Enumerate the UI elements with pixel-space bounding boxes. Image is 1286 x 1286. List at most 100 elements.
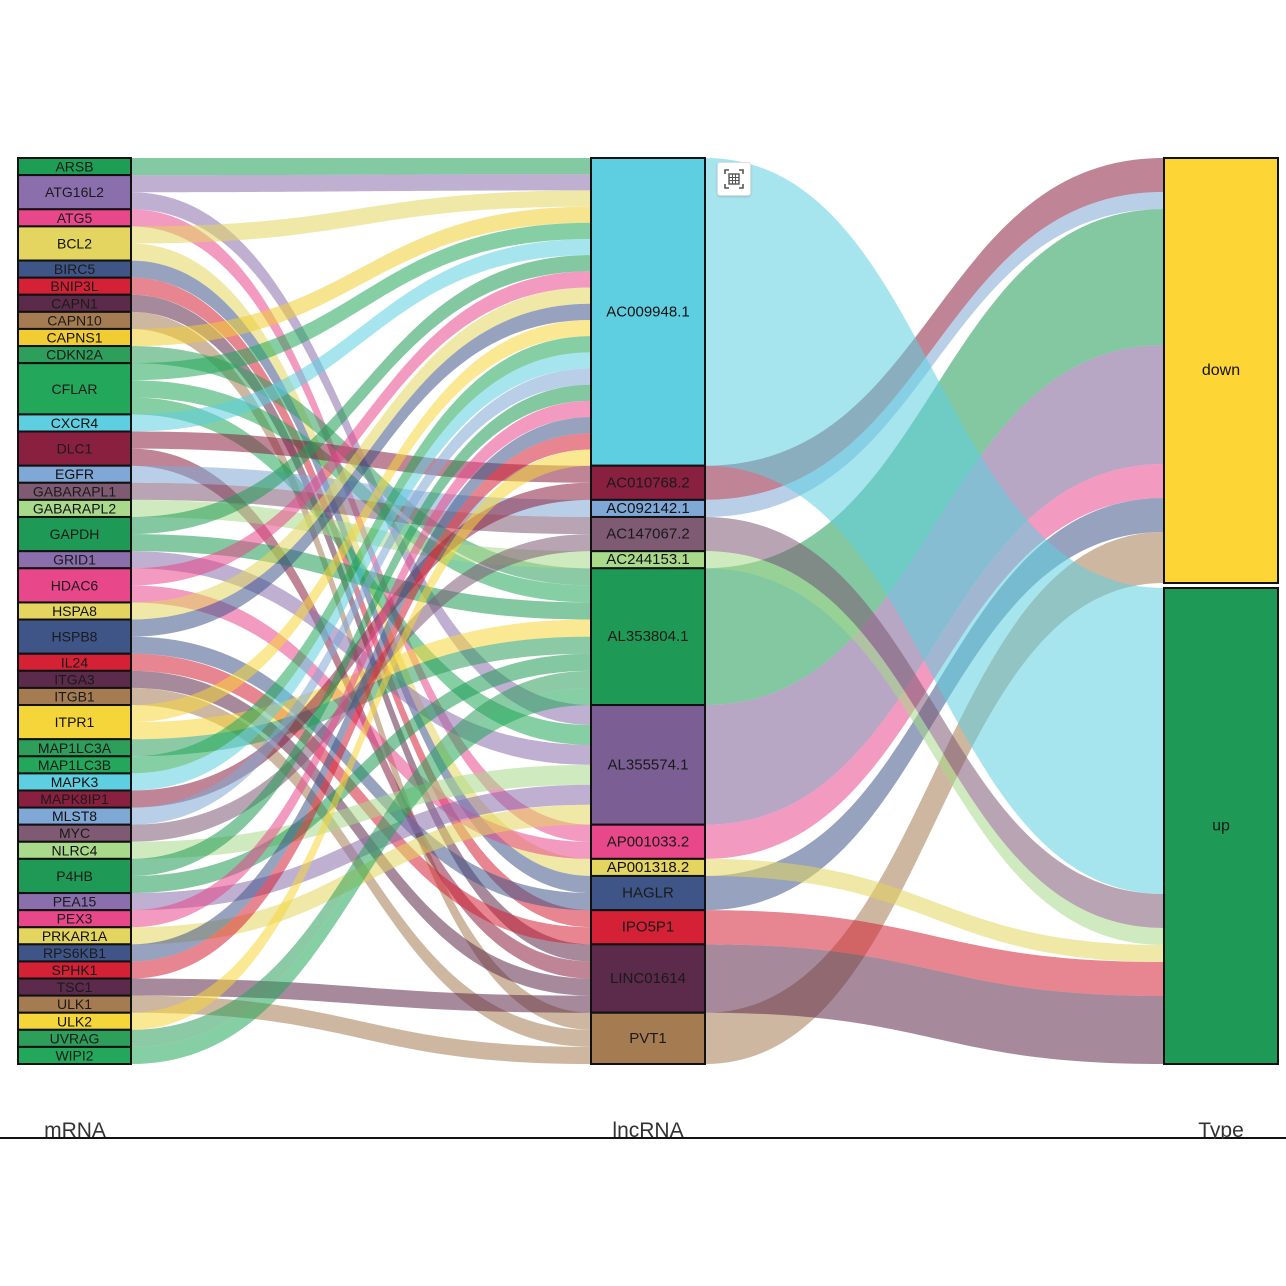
- node-box-ITPR1: [17, 704, 132, 741]
- node-label-AL355574.1: AL355574.1: [608, 756, 689, 773]
- node-GAPDH: GAPDH: [17, 515, 132, 553]
- node-ATG16L2: ATG16L2: [17, 174, 132, 211]
- flow-ITPR1-AC009948.1: [131, 319, 591, 723]
- node-label-WIPI2: WIPI2: [55, 1047, 93, 1063]
- flow-ULK2-AC009948.1: [131, 449, 591, 1030]
- node-AP001033.2: AP001033.2: [590, 823, 706, 860]
- node-AL355574.1: AL355574.1: [590, 704, 706, 826]
- flow-P4HB-AC009948.1: [131, 384, 591, 876]
- flow-GAPDH-AC009948.1: [131, 255, 591, 535]
- node-ATG5: ATG5: [17, 208, 132, 228]
- node-down: down: [1163, 157, 1279, 584]
- node-label-RPS6KB1: RPS6KB1: [43, 945, 106, 961]
- node-DLC1: DLC1: [17, 430, 132, 467]
- node-label-MAP1LC3B: MAP1LC3B: [38, 757, 111, 773]
- node-label-MYC: MYC: [59, 825, 90, 841]
- flow-ITGA3-LINC01614: [131, 670, 591, 996]
- node-label-HSPA8: HSPA8: [52, 603, 97, 619]
- flow-ITPR1-AL353804.1: [131, 619, 591, 740]
- flow-HSPB8-AC009948.1: [131, 303, 591, 637]
- node-IL24: IL24: [17, 652, 132, 672]
- node-MYC: MYC: [17, 823, 132, 843]
- flow-GABARAPL2-AC244153.1: [131, 499, 591, 569]
- node-up: up: [1163, 587, 1279, 1065]
- x-axis-line: [0, 1137, 1286, 1139]
- node-MAPK8IP1: MAPK8IP1: [17, 789, 132, 809]
- node-box-PVT1: [590, 1011, 706, 1065]
- flow-ARSB-AC009948.1: [131, 158, 591, 176]
- node-box-CFLAR: [17, 362, 132, 416]
- node-ITGA3: ITGA3: [17, 669, 132, 689]
- node-label-CFLAR: CFLAR: [52, 381, 98, 397]
- node-label-ATG5: ATG5: [57, 210, 93, 226]
- node-ULK2: ULK2: [17, 1011, 132, 1031]
- node-label-ATG16L2: ATG16L2: [45, 184, 104, 200]
- node-UVRAG: UVRAG: [17, 1028, 132, 1048]
- node-label-NLRC4: NLRC4: [52, 842, 98, 858]
- node-NLRC4: NLRC4: [17, 840, 132, 860]
- node-label-GAPDH: GAPDH: [50, 526, 100, 542]
- node-HAGLR: HAGLR: [590, 874, 706, 912]
- node-HSPB8: HSPB8: [17, 618, 132, 655]
- bottom-blank: [0, 1139, 1286, 1286]
- node-CAPN1: CAPN1: [17, 293, 132, 313]
- node-label-AC147067.2: AC147067.2: [606, 526, 689, 543]
- flow-AC244153.1-up: [705, 551, 1164, 945]
- node-CDKN2A: CDKN2A: [17, 345, 132, 365]
- zoom-select-icon[interactable]: [717, 162, 751, 196]
- node-label-CXCR4: CXCR4: [51, 415, 99, 431]
- node-label-ITGB1: ITGB1: [54, 688, 95, 704]
- flow-IL24-IPO5P1: [131, 653, 591, 945]
- node-PEX3: PEX3: [17, 909, 132, 929]
- node-label-down: down: [1202, 362, 1240, 379]
- flow-NLRC4-AL355574.1: [131, 764, 591, 859]
- node-label-GABARAPL1: GABARAPL1: [33, 483, 116, 499]
- flow-AP001318.2-up: [705, 858, 1164, 962]
- flow-PEX3-AC009948.1: [131, 400, 591, 928]
- flow-HDAC6-AP001033.2: [131, 585, 591, 859]
- node-label-CAPNS1: CAPNS1: [46, 329, 102, 345]
- node-IPO5P1: IPO5P1: [590, 909, 706, 946]
- node-label-SPHK1: SPHK1: [52, 962, 98, 978]
- node-label-ARSB: ARSB: [55, 159, 93, 175]
- node-HDAC6: HDAC6: [17, 567, 132, 604]
- node-label-MAPK3: MAPK3: [51, 774, 99, 790]
- node-box-AC009948.1: [590, 157, 706, 467]
- node-label-MAP1LC3A: MAP1LC3A: [38, 740, 112, 756]
- node-MLST8: MLST8: [17, 806, 132, 826]
- flow-PEA15-AL355574.1: [131, 784, 591, 911]
- flow-AC009948.1-up: [705, 158, 1164, 894]
- node-label-GRID1: GRID1: [53, 552, 96, 568]
- node-label-AC009948.1: AC009948.1: [606, 303, 689, 320]
- node-AC009948.1: AC009948.1: [590, 157, 706, 467]
- node-label-MLST8: MLST8: [52, 808, 97, 824]
- node-label-DLC1: DLC1: [57, 441, 93, 457]
- node-label-AC244153.1: AC244153.1: [606, 551, 689, 568]
- node-BIRC5: BIRC5: [17, 259, 132, 279]
- node-AL353804.1: AL353804.1: [590, 567, 706, 707]
- node-label-PEX3: PEX3: [57, 911, 93, 927]
- node-label-HAGLR: HAGLR: [622, 885, 674, 902]
- node-label-IPO5P1: IPO5P1: [622, 919, 675, 936]
- axis-label-lncrna: lncRNA: [612, 1119, 684, 1142]
- node-MAP1LC3A: MAP1LC3A: [17, 738, 132, 758]
- node-box-up: [1163, 587, 1279, 1065]
- node-CAPN10: CAPN10: [17, 310, 132, 330]
- flow-PVT1-down: [705, 532, 1164, 1064]
- node-ITPR1: ITPR1: [17, 704, 132, 741]
- strata: ARSB ATG16L2 ATG5 BCL2 BIRC5BNIP3LCAPN1CAPN1…: [17, 157, 1279, 1065]
- node-label-ITGA3: ITGA3: [54, 671, 95, 687]
- node-EGFR: EGFR: [17, 464, 132, 484]
- flow-RPS6KB1-AC009948.1: [131, 417, 591, 962]
- node-label-TSC1: TSC1: [57, 979, 93, 995]
- node-label-BNIP3L: BNIP3L: [50, 278, 98, 294]
- node-label-EGFR: EGFR: [55, 466, 94, 482]
- node-box-LINC01614: [590, 943, 706, 1014]
- flow-P4HB-AL353804.1: [131, 653, 591, 894]
- node-CAPNS1: CAPNS1: [17, 327, 132, 348]
- node-label-BIRC5: BIRC5: [54, 261, 95, 277]
- flow-HAGLR-down: [705, 498, 1164, 911]
- node-label-AC092142.1: AC092142.1: [606, 500, 689, 517]
- node-label-LINC01614: LINC01614: [610, 970, 686, 987]
